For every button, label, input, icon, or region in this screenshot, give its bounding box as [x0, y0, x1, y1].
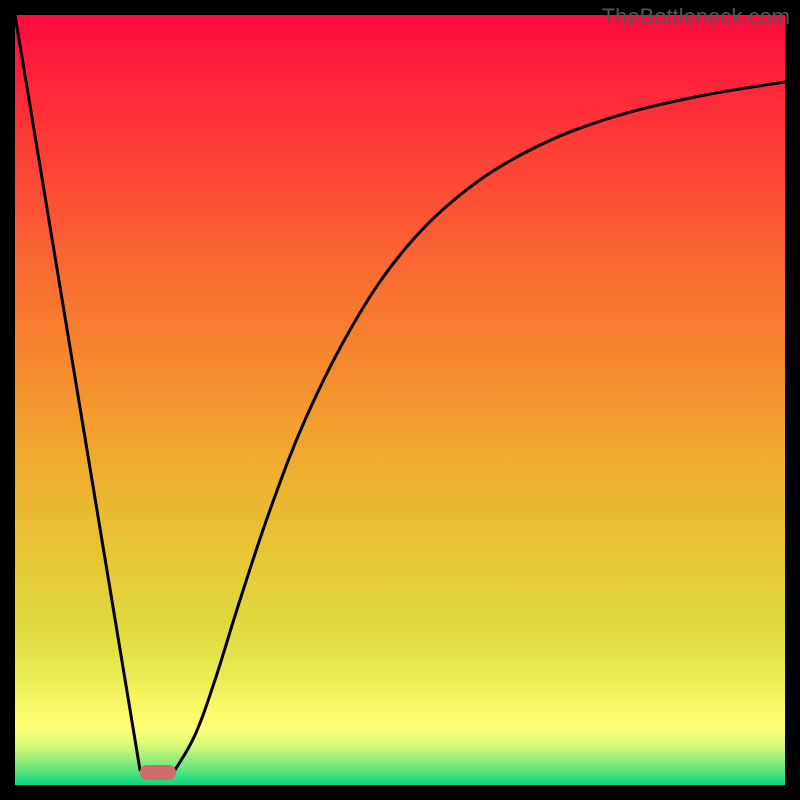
bottleneck-chart: TheBottleneck.com	[0, 0, 800, 800]
chart-canvas	[0, 0, 800, 800]
watermark-label: TheBottleneck.com	[602, 4, 790, 30]
